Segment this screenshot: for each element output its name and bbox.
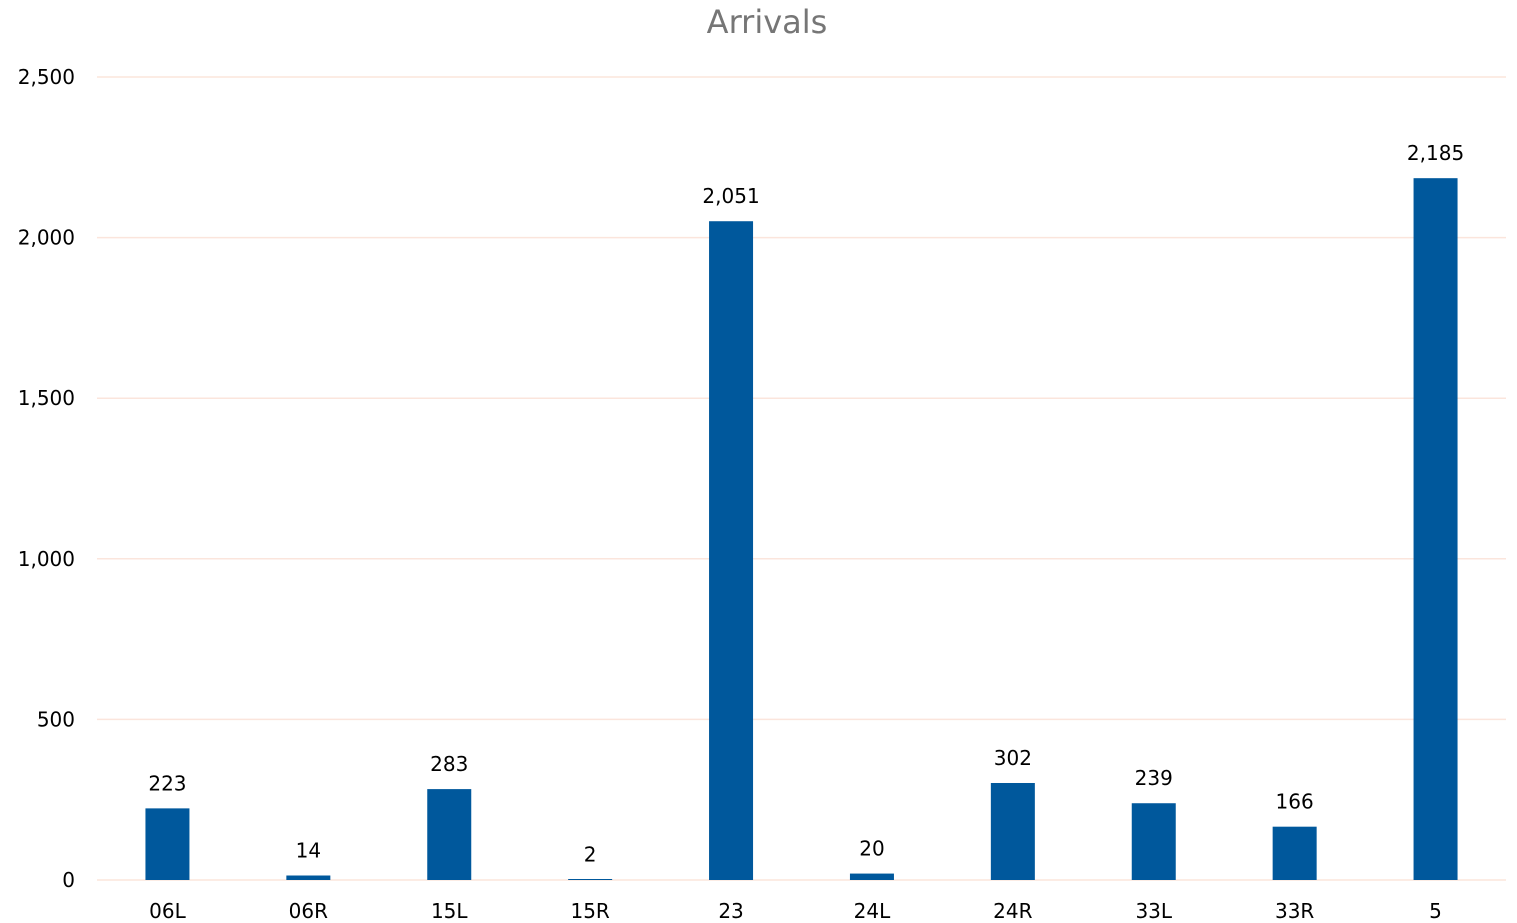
- data-label: 283: [430, 752, 468, 776]
- bar-06L: [145, 808, 190, 880]
- bars: [145, 178, 1458, 881]
- data-label: 166: [1276, 790, 1314, 814]
- bar-15R: [568, 879, 613, 880]
- y-tick-label: 1,500: [18, 386, 75, 410]
- x-tick-label: 33R: [1275, 899, 1314, 923]
- data-labels: 223 14 283 2 2,051 20 302 239 166 2,185: [148, 141, 1464, 866]
- data-label: 20: [859, 837, 884, 861]
- x-tick-label: 15R: [570, 899, 609, 923]
- y-tick-label: 1,000: [18, 547, 75, 571]
- bar-24R: [990, 782, 1035, 880]
- x-tick-label: 33L: [1135, 899, 1172, 923]
- x-tick-label: 24L: [854, 899, 891, 923]
- x-tick-label: 06L: [149, 899, 186, 923]
- gridlines: [97, 76, 1506, 881]
- x-axis-tick-labels: 06L 06R 15L 15R 23 24L 24R 33L 33R 5: [149, 899, 1442, 923]
- bar-15L: [427, 789, 472, 880]
- x-tick-label: 15L: [431, 899, 468, 923]
- data-label: 14: [296, 839, 321, 863]
- x-tick-label: 5: [1429, 899, 1442, 923]
- y-tick-label: 500: [37, 707, 75, 731]
- data-label: 223: [148, 771, 186, 795]
- data-label: 239: [1135, 766, 1173, 790]
- y-tick-label: 2,000: [18, 226, 75, 250]
- bar-23: [709, 221, 754, 880]
- y-tick-label: 2,500: [18, 65, 75, 89]
- bar-06R: [286, 875, 331, 880]
- x-tick-label: 06R: [289, 899, 328, 923]
- bar-33L: [1131, 803, 1176, 880]
- data-label: 302: [994, 746, 1032, 770]
- bar-33R: [1272, 826, 1317, 880]
- data-label: 2: [584, 842, 597, 866]
- bar-24L: [849, 873, 894, 880]
- y-axis-tick-labels: 0 500 1,000 1,500 2,000 2,500: [18, 65, 75, 892]
- chart-title: Arrivals: [707, 3, 828, 41]
- data-label: 2,185: [1407, 141, 1464, 165]
- bar-5: [1413, 178, 1458, 881]
- x-tick-label: 23: [718, 899, 743, 923]
- data-label: 2,051: [702, 184, 759, 208]
- x-tick-label: 24R: [993, 899, 1032, 923]
- y-tick-label: 0: [62, 868, 75, 892]
